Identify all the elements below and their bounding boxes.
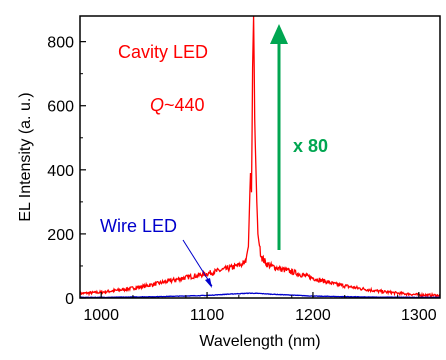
x-tick-label: 1000 — [83, 307, 119, 324]
y-tick-label: 600 — [47, 99, 74, 116]
plot-frame — [79, 15, 441, 299]
wire-led-pointer-head — [205, 278, 212, 288]
y-axis-label: EL Intensity (a. u.) — [17, 92, 34, 221]
y-tick-label: 0 — [65, 291, 74, 308]
x-tick-label: 1300 — [401, 307, 437, 324]
wire-led-pointer — [182, 239, 213, 287]
cavity-led-spectrum — [80, 16, 440, 298]
magnification-arrow-head — [270, 24, 288, 44]
cavity-led-label: Cavity LED — [118, 42, 208, 62]
y-tick-label: 800 — [47, 35, 74, 52]
y-tick-label: 400 — [47, 163, 74, 180]
x-tick-label: 1200 — [295, 307, 331, 324]
magnification-label: x 80 — [293, 136, 328, 156]
q-value: ~440 — [164, 95, 205, 115]
q-factor-label: Q~440 — [150, 95, 205, 115]
x-tick-label: 1100 — [190, 307, 225, 324]
q-symbol: Q — [150, 95, 164, 115]
x-axis-label: Wavelength (nm) — [199, 333, 320, 350]
wire-led-label: Wire LED — [100, 216, 177, 236]
y-tick-label: 200 — [47, 227, 74, 244]
wire-led-spectrum — [80, 292, 440, 298]
